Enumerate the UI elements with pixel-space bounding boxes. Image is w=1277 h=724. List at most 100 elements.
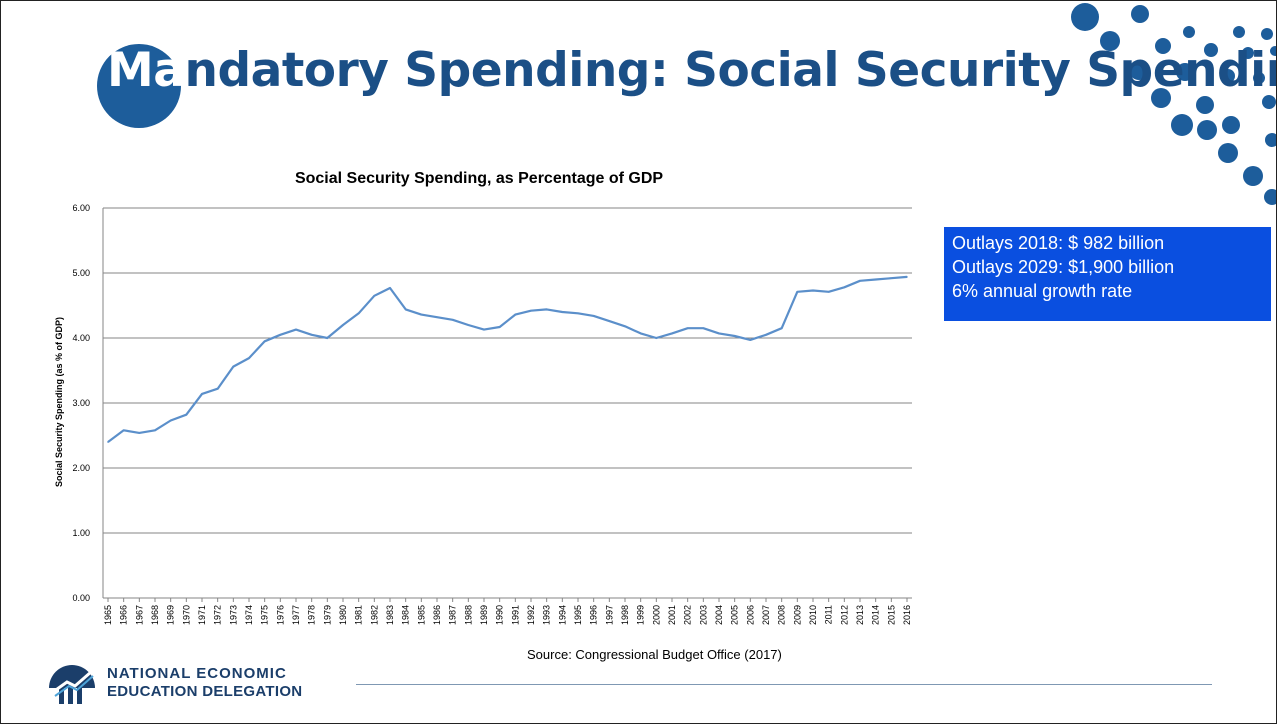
x-tick-label: 1993: [542, 605, 552, 625]
data-point: [545, 308, 548, 311]
data-point: [608, 320, 611, 322]
data-point: [874, 278, 877, 281]
y-tick-label: 2.00: [72, 463, 90, 473]
data-point: [216, 387, 219, 390]
data-point: [718, 332, 720, 335]
data-point: [467, 324, 470, 326]
organization-name-line2: EDUCATION DELEGATION: [107, 683, 303, 700]
organization-logo-icon: [49, 665, 95, 704]
data-point: [420, 313, 423, 316]
x-tick-label: 1976: [275, 605, 285, 625]
x-tick-label: 1972: [213, 605, 223, 625]
data-point: [639, 332, 642, 335]
gridlines: [102, 207, 912, 599]
series-line: [107, 275, 908, 443]
slide-title-rest: ndatory Spending: Social Security Spendi…: [184, 43, 1277, 98]
series-layer: [107, 275, 908, 443]
data-point: [859, 280, 861, 282]
x-tick-label: 1989: [479, 605, 489, 625]
x-tick-label: 2016: [902, 605, 912, 625]
data-point: [655, 337, 658, 339]
data-point: [733, 335, 736, 337]
x-tick-label: 2012: [839, 605, 849, 625]
data-point: [389, 287, 391, 289]
y-tick-label: 4.00: [72, 333, 90, 343]
data-point: [796, 291, 799, 293]
x-tick-label: 1970: [181, 605, 191, 625]
x-tick-label: 1986: [432, 605, 442, 625]
x-tick-label: 1966: [119, 605, 129, 625]
data-point: [436, 316, 438, 319]
x-tick-label: 1982: [369, 605, 379, 625]
data-point: [310, 333, 313, 336]
data-point: [295, 328, 297, 331]
data-point: [138, 432, 141, 434]
data-point: [592, 315, 595, 317]
x-tick-label: 2015: [886, 605, 896, 625]
x-tick-label: 2001: [667, 605, 677, 625]
x-tick-label: 1983: [385, 605, 395, 625]
data-point: [686, 327, 689, 330]
x-tick-label: 1971: [197, 605, 207, 625]
x-tick-label: 1968: [150, 605, 160, 625]
y-tick-labels: 0.00 1.00 2.00 3.00 4.00 5.00 6.00: [72, 203, 90, 603]
data-point: [906, 276, 908, 278]
x-tick-label: 1997: [604, 605, 614, 625]
x-tick-label: 1985: [416, 605, 426, 625]
x-tick-label: 1995: [573, 605, 583, 625]
data-point: [483, 328, 485, 331]
x-tick-label: 1979: [322, 605, 332, 625]
data-point: [890, 277, 893, 280]
x-tick-label: 2009: [792, 605, 802, 625]
x-tick-label: 2008: [777, 605, 787, 625]
data-point: [749, 339, 752, 341]
x-tick-label: 1981: [354, 605, 364, 625]
data-point: [780, 327, 783, 330]
slide-title-first-letters: Ma: [107, 43, 185, 98]
x-tick-label: 1990: [495, 605, 505, 625]
data-point: [201, 393, 203, 395]
x-tick-label: 2005: [730, 605, 740, 625]
data-point: [530, 309, 532, 312]
title-accent-circle: [97, 44, 181, 128]
x-tick-label: 1988: [463, 605, 473, 625]
x-tick-label: 1975: [260, 605, 270, 625]
data-point: [404, 308, 407, 311]
x-tick-label: 1973: [228, 605, 238, 625]
x-tick-label: 1994: [557, 605, 567, 625]
x-tick-label: 1980: [338, 605, 348, 625]
data-point: [232, 365, 235, 368]
data-point: [154, 429, 156, 432]
data-point: [498, 326, 501, 328]
x-tick-label: 1987: [448, 605, 458, 625]
x-tick-label: 2007: [761, 605, 771, 625]
slide-title: Mandatory Spending: Social Security Spen…: [107, 43, 1277, 98]
data-point: [169, 419, 172, 422]
organization-name-line1: NATIONAL ECONOMIC: [107, 665, 287, 682]
x-tick-label: 1969: [166, 605, 176, 625]
data-point: [326, 337, 329, 339]
data-point: [373, 294, 376, 297]
x-tick-label: 1996: [589, 605, 599, 625]
x-tick-label: 1998: [620, 605, 630, 625]
x-tick-label: 2004: [714, 605, 724, 625]
data-point: [263, 340, 266, 343]
data-point: [451, 319, 454, 321]
data-point: [107, 441, 109, 443]
data-point: [577, 312, 579, 315]
chart-title: Social Security Spending, as Percentage …: [295, 170, 663, 187]
data-point: [342, 324, 344, 326]
info-line-outlays-2029: Outlays 2029: $1,900 billion: [952, 257, 1175, 277]
outlays-info-box: Outlays 2018: $ 982 billion Outlays 2029…: [944, 227, 1271, 321]
x-tick-label: 1967: [134, 605, 144, 625]
x-tick-label: 1992: [526, 605, 536, 625]
x-tick-label: 2010: [808, 605, 818, 625]
y-tick-label: 3.00: [72, 398, 90, 408]
data-point: [279, 333, 282, 336]
y-tick-label: 5.00: [72, 268, 90, 278]
x-tick-label: 1965: [103, 605, 113, 625]
x-tick-label: 2013: [855, 605, 865, 625]
y-tick-label: 1.00: [72, 528, 90, 538]
